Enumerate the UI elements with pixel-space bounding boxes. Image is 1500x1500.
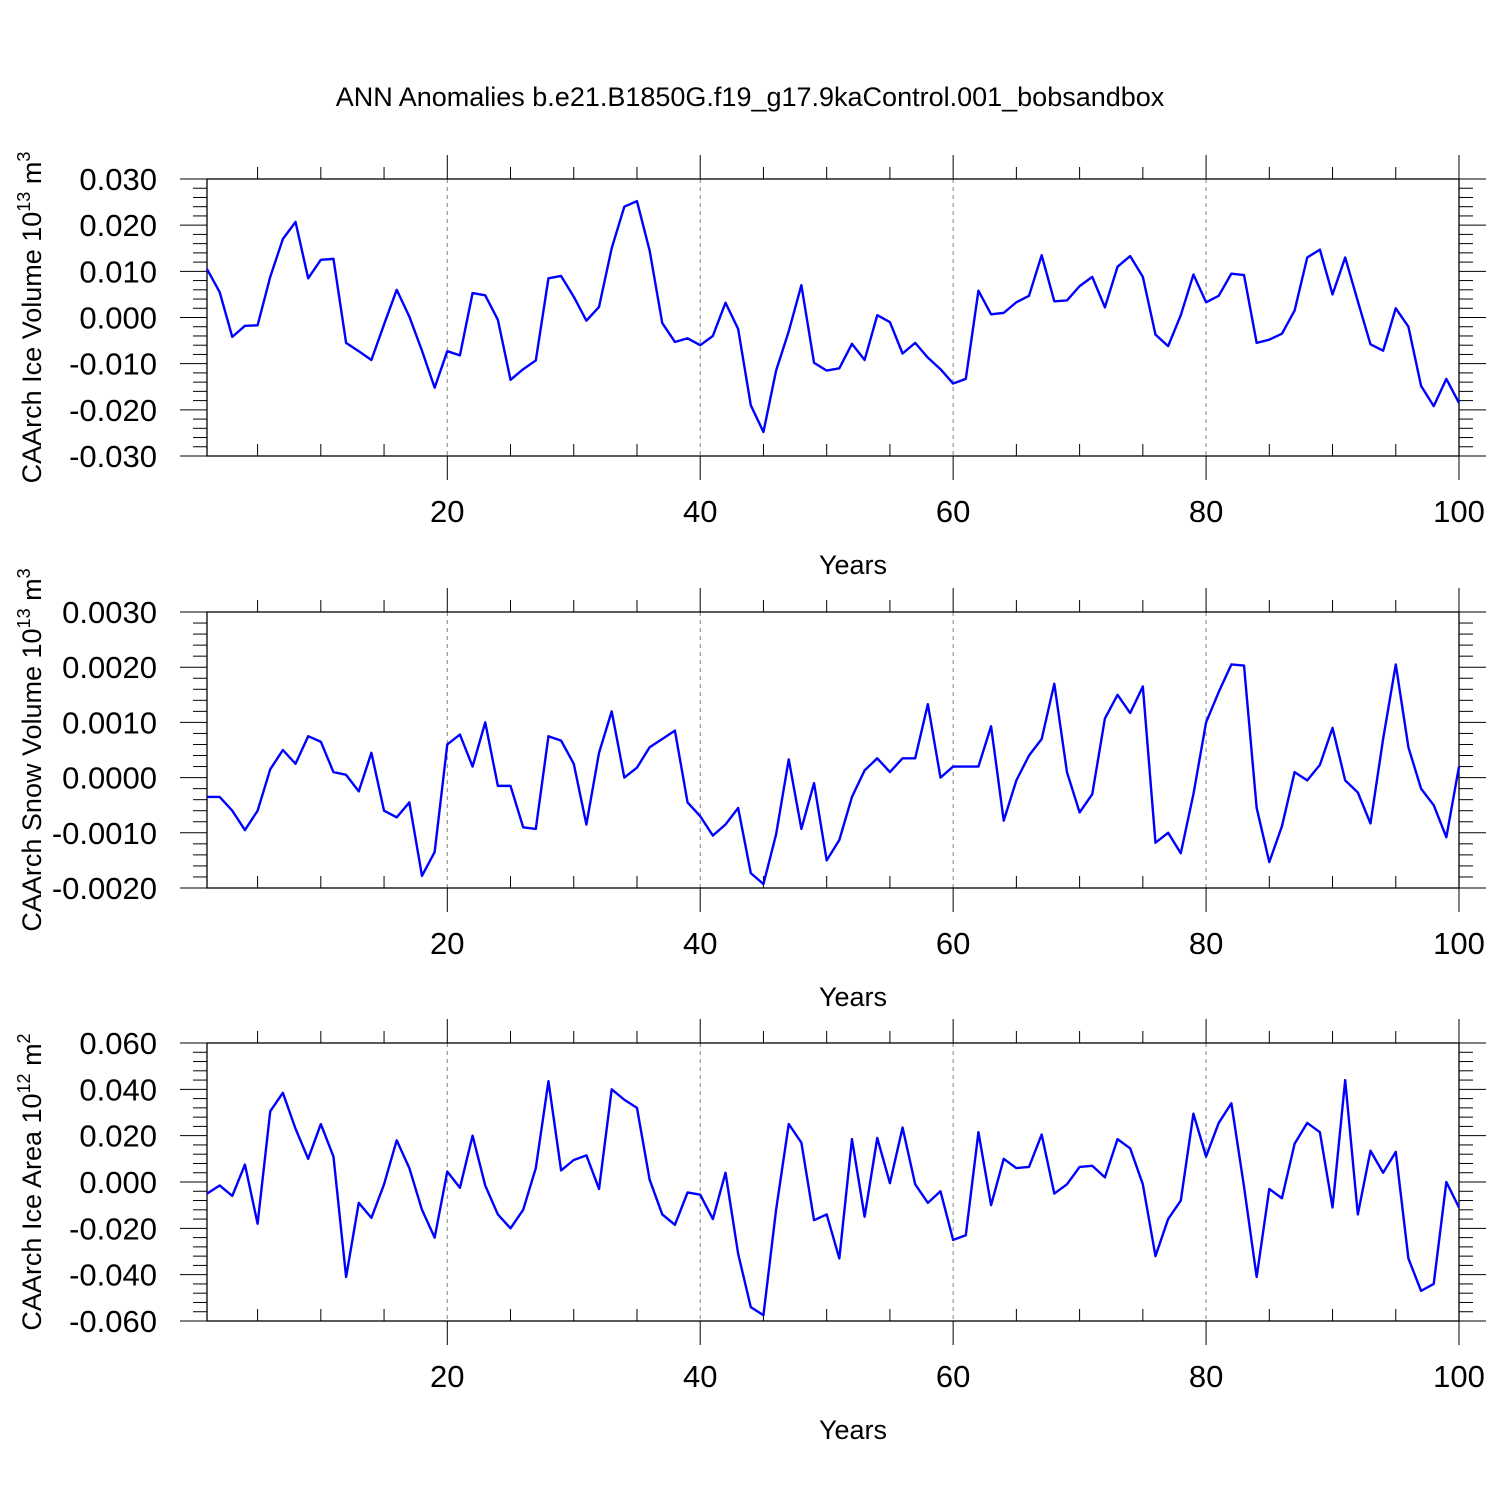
chart-title: ANN Anomalies b.e21.B1850G.f19_g17.9kaCo… xyxy=(336,82,1165,112)
y-tick-label: -0.010 xyxy=(69,347,157,382)
x-axis-label: Years xyxy=(819,1415,887,1445)
y-tick-label: -0.0010 xyxy=(52,816,157,851)
y-tick-label: 0.000 xyxy=(79,1165,157,1200)
x-tick-label: 20 xyxy=(430,926,464,961)
plot-frame xyxy=(206,178,1460,457)
y-tick-label: -0.020 xyxy=(69,1211,157,1246)
x-tick-label: 100 xyxy=(1433,494,1485,529)
x-tick-label: 60 xyxy=(936,494,970,529)
y-tick-label: 0.030 xyxy=(79,162,157,197)
y-tick-label: 0.0000 xyxy=(62,761,157,796)
x-tick-label: 60 xyxy=(936,1359,970,1394)
data-line xyxy=(205,199,1461,434)
chart-panel-1: 20 40 60 80 100 -0.030 -0.020 -0.010 0.000 0.010 0… xyxy=(14,152,1486,580)
y-tick-label: 0.000 xyxy=(79,301,157,336)
y-axis-label: CAArch Ice Area 1012 m2 xyxy=(14,1033,47,1330)
data-line xyxy=(207,663,1461,886)
x-tick-label: 40 xyxy=(683,1359,717,1394)
x-tick-label: 40 xyxy=(683,494,717,529)
y-tick-label: -0.020 xyxy=(69,393,157,428)
y-tick-label: -0.040 xyxy=(69,1258,157,1293)
x-tick-label: 40 xyxy=(683,926,717,961)
data-line xyxy=(206,1078,1461,1317)
y-tick-label: 0.0030 xyxy=(62,595,157,630)
x-tick-label: 60 xyxy=(936,926,970,961)
y-axis-label: CAArch Snow Volume 1013 m3 xyxy=(14,568,47,931)
y-tick-label: -0.030 xyxy=(69,439,157,474)
x-tick-label: 80 xyxy=(1189,494,1223,529)
x-tick-label: 100 xyxy=(1433,926,1485,961)
chart-panel-2: 20 40 60 80 100 -0.0020 -0.0010 0.0000 0.0010 0.0… xyxy=(14,568,1486,1012)
x-tick-label: 100 xyxy=(1433,1359,1485,1394)
plot-frame xyxy=(206,611,1460,889)
y-axis-label: CAArch Ice Volume 1013 m3 xyxy=(14,152,47,484)
y-tick-label: -0.060 xyxy=(69,1304,157,1339)
x-tick-label: 80 xyxy=(1189,926,1223,961)
x-axis-label: Years xyxy=(819,550,887,580)
y-tick-label: 0.060 xyxy=(79,1026,157,1061)
y-tick-label: 0.020 xyxy=(79,208,157,243)
x-tick-label: 20 xyxy=(430,1359,464,1394)
y-tick-label: 0.0010 xyxy=(62,705,157,740)
plot-frame xyxy=(206,1042,1460,1322)
y-tick-label: 0.040 xyxy=(79,1072,157,1107)
x-tick-label: 20 xyxy=(430,494,464,529)
x-tick-label: 80 xyxy=(1189,1359,1223,1394)
y-tick-label: 0.020 xyxy=(79,1119,157,1154)
y-tick-label: 0.0020 xyxy=(62,650,157,685)
y-tick-label: 0.010 xyxy=(79,254,157,289)
x-axis-label: Years xyxy=(819,982,887,1012)
chart-panel-3: 20 40 60 80 100 -0.060 -0.040 -0.020 0.000 0.020 0… xyxy=(14,1019,1486,1445)
y-tick-label: -0.0020 xyxy=(52,871,157,906)
